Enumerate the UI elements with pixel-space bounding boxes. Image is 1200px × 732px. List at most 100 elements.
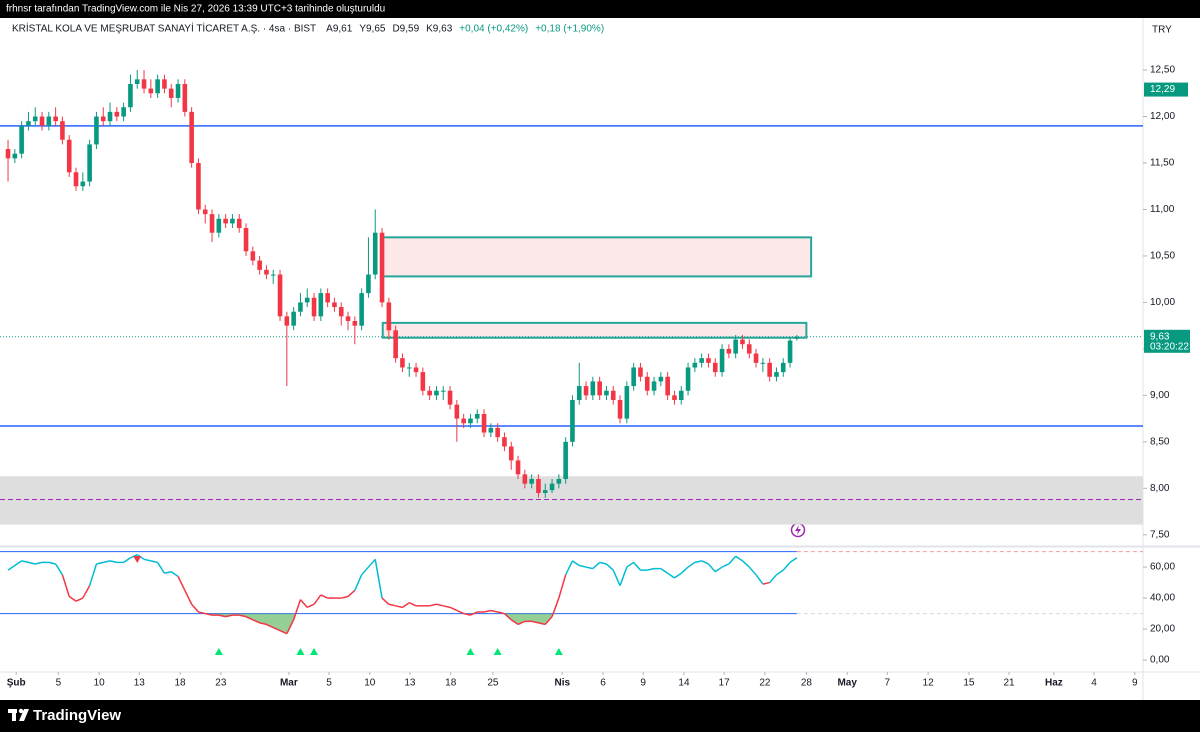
sell-signal <box>133 556 142 563</box>
oscillator-line <box>218 614 226 618</box>
candle-body <box>270 274 276 276</box>
x-tick-label: 10 <box>364 678 376 689</box>
candle-body <box>277 274 283 317</box>
oscillator-line <box>667 572 675 579</box>
candle-body <box>168 88 174 98</box>
oscillator-line <box>7 564 16 571</box>
oscillator-line <box>61 574 70 597</box>
y-tick-label: 40,00 <box>1150 593 1175 604</box>
oscillator-line <box>429 603 437 607</box>
candle-body <box>563 441 568 480</box>
y-tick-label: 8,00 <box>1150 483 1170 494</box>
candle-body <box>250 251 256 261</box>
candle-body <box>631 367 636 387</box>
oscillator-line <box>14 560 23 567</box>
candle-body <box>32 116 38 122</box>
oscillator-line <box>483 609 492 613</box>
oscillator-line <box>150 560 158 564</box>
oscillator-line <box>619 566 628 586</box>
candle-body <box>672 395 677 401</box>
oscillator-line <box>347 589 356 598</box>
candle-body <box>189 111 194 163</box>
candle-body <box>447 390 453 405</box>
x-tick-label: 13 <box>134 678 146 689</box>
oscillator-line <box>21 560 29 564</box>
candle-body <box>230 218 235 224</box>
price-marker-label: 12,29 <box>1150 84 1175 95</box>
oscillator-line <box>558 574 567 599</box>
candle-body <box>155 79 160 94</box>
oscillator-line <box>245 615 254 621</box>
support-band <box>0 476 1143 525</box>
oscillator-line <box>769 574 778 584</box>
candle-body <box>427 390 432 396</box>
x-tick-label: 12 <box>923 678 935 689</box>
x-tick-label: 7 <box>885 678 891 689</box>
candle-body <box>264 269 269 275</box>
header-stat: Y9,65 <box>359 24 386 35</box>
y-tick-label: 0,00 <box>1150 655 1170 666</box>
oscillator-line <box>320 594 328 599</box>
oscillator-line <box>687 561 696 568</box>
candle-body <box>502 437 507 447</box>
y-tick-label: 12,00 <box>1150 111 1175 122</box>
alert-icon <box>790 522 806 538</box>
candle-body <box>182 83 188 112</box>
oscillator-line <box>599 561 607 565</box>
oscillator-line <box>88 563 98 586</box>
oscillator-line <box>503 613 512 621</box>
candle-body <box>719 348 725 373</box>
candle-body <box>685 367 691 391</box>
oscillator-line <box>782 561 791 571</box>
logo-mark <box>8 708 29 721</box>
y-tick-label: 10,50 <box>1150 251 1175 262</box>
candle-body <box>638 367 643 377</box>
oscillator-line <box>741 560 750 568</box>
candle-body <box>699 358 704 363</box>
oscillator-line <box>647 567 655 571</box>
oscillator-line <box>266 623 274 629</box>
zone <box>381 321 808 339</box>
bottom-bar <box>0 700 1200 732</box>
oscillator-line <box>374 559 383 599</box>
oscillator-line <box>306 603 315 609</box>
oscillator-line <box>714 566 723 573</box>
oscillator-line <box>402 602 410 608</box>
candle-body <box>604 390 609 396</box>
oscillator-line <box>68 595 77 602</box>
oscillator-line <box>143 558 151 562</box>
oscillator-line <box>272 626 281 632</box>
buy-signal <box>554 648 563 655</box>
y-tick-label: 10,00 <box>1150 297 1175 308</box>
candle-body <box>379 232 385 303</box>
oscillator-line <box>728 555 737 565</box>
candle-body <box>746 344 752 354</box>
candle-body <box>393 330 398 359</box>
oscillator-line <box>164 570 172 574</box>
candle-body <box>706 358 711 363</box>
oscillator-line <box>592 561 601 570</box>
candle-body <box>196 162 201 210</box>
candle-body <box>740 339 745 345</box>
candle-body <box>726 348 732 354</box>
oscillator-line <box>198 611 206 615</box>
x-tick-label: 18 <box>175 678 187 689</box>
oscillator-line <box>701 560 709 565</box>
oscillator-line <box>470 611 478 616</box>
oscillator-line <box>762 581 770 585</box>
oscillator-line <box>755 574 764 585</box>
candle-body <box>780 362 786 373</box>
candle-body <box>624 386 630 419</box>
x-tick-label: Nis <box>554 678 570 689</box>
oscillator-line <box>381 597 390 605</box>
oscillator-line <box>612 569 621 586</box>
oscillator-line <box>551 597 560 617</box>
oscillator-line <box>123 557 131 564</box>
oscillator-line <box>225 614 233 618</box>
candle-body <box>73 172 79 187</box>
oscillator-line <box>789 557 798 564</box>
candle-body <box>12 153 18 159</box>
x-tick-label: 18 <box>445 678 457 689</box>
x-tick-label: May <box>837 678 857 689</box>
x-tick-label: Şub <box>7 678 26 689</box>
